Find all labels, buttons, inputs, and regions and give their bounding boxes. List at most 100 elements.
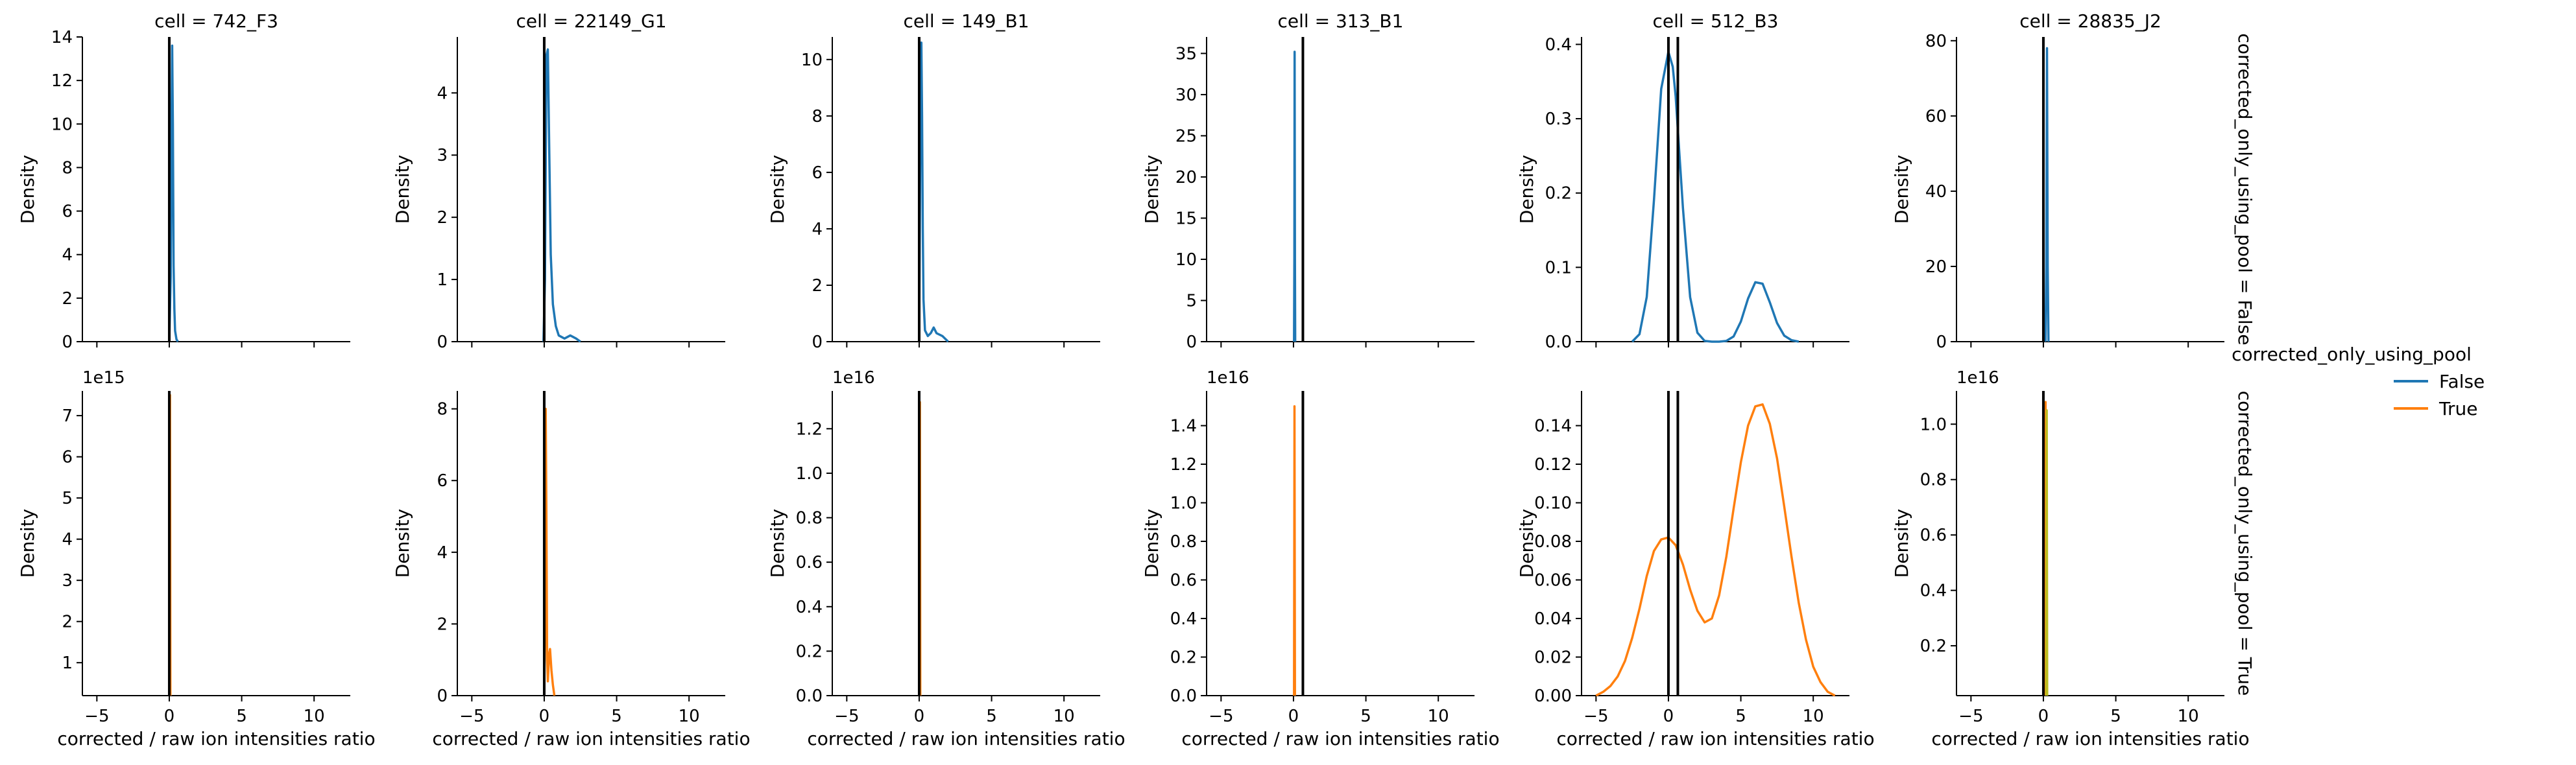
y-offset-label: 1e16: [1207, 368, 1249, 388]
y-tick-label: 2: [437, 208, 448, 228]
x-tick-label: 5: [1735, 707, 1746, 726]
y-axis-label: Density: [767, 155, 788, 224]
y-tick-label: 80: [1925, 32, 1947, 51]
x-tick-label: 5: [986, 707, 997, 726]
y-tick-label: 3: [437, 146, 448, 165]
x-axis-label: corrected / raw ion intensities ratio: [57, 728, 375, 749]
y-tick-label: 4: [437, 84, 448, 103]
y-tick-label: 1: [62, 653, 73, 673]
y-tick-label: 7: [62, 406, 73, 426]
y-tick-label: 5: [1186, 291, 1197, 311]
panel-title: cell = 512_B3: [1653, 10, 1779, 32]
x-tick-label: 10: [304, 707, 325, 726]
y-tick-label: 3: [62, 571, 73, 591]
x-tick-label: 10: [1428, 707, 1449, 726]
panel-title: cell = 22149_G1: [516, 10, 666, 32]
x-tick-label: 0: [539, 707, 550, 726]
y-tick-label: 0.04: [1534, 609, 1572, 629]
panel-r1c3: 1e16 0.0 0.2 0.4 0.6 0.8 1.0 1.2 1.4 −5 0 5 10 Densit…: [1141, 368, 1500, 749]
density-curve: [918, 41, 949, 343]
density-curve: [543, 407, 556, 696]
y-tick-label: 12: [51, 71, 73, 91]
panel-r0c4: cell = 512_B3 0.0 0.1 0.2 0.3 0.4 Density: [1516, 10, 1849, 352]
y-tick-label: 1.2: [796, 419, 823, 439]
y-tick-label: 2: [812, 276, 823, 296]
x-axis-label: corrected / raw ion intensities ratio: [1181, 728, 1499, 749]
panel-title: cell = 742_F3: [154, 10, 278, 32]
y-tick-label: 0.1: [1545, 258, 1572, 277]
x-tick-label: 5: [2110, 707, 2121, 726]
y-tick-label: 2: [437, 615, 448, 634]
density-curve: [1631, 51, 1800, 343]
x-tick-label: −5: [84, 707, 109, 726]
y-tick-label: 0: [437, 333, 448, 352]
y-tick-label: 0.6: [1920, 526, 1947, 545]
y-tick-label: 0.0: [796, 687, 823, 706]
panel-r0c3: cell = 313_B1 0 5 10 15 20 25 30 35 Density: [1141, 10, 1475, 352]
x-axis-label: corrected / raw ion intensities ratio: [432, 728, 750, 749]
y-tick-label: 0.2: [1545, 184, 1572, 204]
y-tick-label: 0.8: [1920, 471, 1947, 490]
y-tick-label: 2: [62, 613, 73, 632]
x-tick-label: 10: [679, 707, 700, 726]
y-tick-label: 25: [1175, 126, 1197, 146]
y-offset-label: 1e16: [832, 368, 875, 388]
x-tick-label: 0: [1288, 707, 1299, 726]
y-tick-label: 0.14: [1534, 417, 1572, 436]
y-tick-label: 8: [62, 158, 73, 178]
y-tick-label: 0.2: [1920, 637, 1947, 656]
y-tick-label: 2: [62, 289, 73, 309]
y-tick-label: 10: [1175, 250, 1197, 270]
y-tick-label: 10: [801, 51, 823, 70]
y-tick-label: 0.8: [1170, 532, 1197, 552]
legend-label-false: False: [2439, 371, 2485, 392]
x-tick-label: −5: [1209, 707, 1233, 726]
x-tick-label: 5: [236, 707, 247, 726]
y-tick-label: 0.4: [796, 598, 823, 617]
panel-title: cell = 28835_J2: [2019, 10, 2161, 32]
x-tick-label: −5: [834, 707, 859, 726]
density-curve: [1293, 51, 1297, 342]
panel-r0c2: cell = 149_B1 0 2 4 6 8 10 Density: [767, 10, 1100, 352]
y-tick-label: 20: [1175, 168, 1197, 187]
x-tick-label: −5: [459, 707, 484, 726]
density-curve: [2044, 47, 2050, 342]
y-tick-label: 5: [62, 489, 73, 508]
y-tick-label: 4: [62, 530, 73, 550]
density-curve: [542, 48, 581, 343]
x-axis-label: corrected / raw ion intensities ratio: [807, 728, 1125, 749]
y-axis-label: Density: [1141, 155, 1162, 224]
y-tick-label: 10: [51, 115, 73, 134]
y-tick-label: 0.8: [796, 509, 823, 528]
legend-label-true: True: [2438, 398, 2477, 419]
density-curve: [1595, 403, 1836, 697]
panel-r1c1: 0 2 4 6 8 −5 0 5 10 Density corrected / raw ion in…: [392, 391, 751, 749]
y-tick-label: 0.06: [1534, 571, 1572, 591]
y-axis-label: Density: [1516, 155, 1537, 224]
panel-title: cell = 149_B1: [904, 10, 1029, 32]
y-axis-label: Density: [767, 509, 788, 578]
x-tick-label: 10: [2178, 707, 2199, 726]
legend-title: corrected_only_using_pool: [2232, 344, 2472, 365]
y-tick-label: 1.2: [1170, 455, 1197, 475]
y-offset-label: 1e15: [82, 368, 125, 388]
y-tick-label: 4: [437, 543, 448, 563]
y-tick-label: 0.0: [1545, 333, 1572, 352]
y-tick-label: 0.10: [1534, 494, 1572, 513]
y-tick-label: 8: [437, 400, 448, 419]
row-label: corrected_only_using_pool = False: [2234, 33, 2256, 345]
panel-r1c4: 0.00 0.02 0.04 0.06 0.08 0.10 0.12 0.14 −5 0 5 10 De…: [1516, 391, 1875, 749]
x-axis-label: corrected / raw ion intensities ratio: [1556, 728, 1874, 749]
y-tick-label: 1.0: [1920, 415, 1947, 434]
x-tick-label: 5: [611, 707, 622, 726]
y-tick-label: 0: [812, 333, 823, 352]
y-tick-label: 4: [812, 220, 823, 239]
y-tick-label: 20: [1925, 257, 1947, 277]
y-tick-label: 6: [62, 202, 73, 222]
y-axis-label: Density: [1891, 509, 1912, 578]
panel-r1c2: 1e16 0.0 0.2 0.4 0.6 0.8 1.0 1.2 −5 0 5 10 Density co…: [767, 368, 1125, 749]
panel-r0c5: cell = 28835_J2 corrected_only_using_pool…: [1891, 10, 2256, 352]
x-tick-label: 0: [164, 707, 175, 726]
y-axis-label: Density: [1891, 155, 1912, 224]
